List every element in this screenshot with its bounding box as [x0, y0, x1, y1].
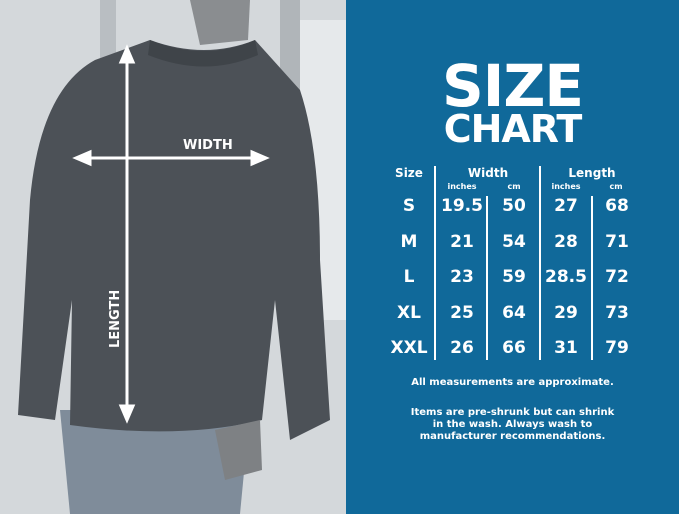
measurement-cell: 26 — [450, 338, 474, 358]
unit-label: cm — [507, 182, 521, 191]
title-chart: CHART — [443, 107, 583, 151]
measurement-cell: 29 — [554, 302, 578, 323]
measurement-cell: 23 — [450, 267, 474, 287]
length-header: Length — [568, 166, 616, 180]
divider — [486, 196, 488, 360]
size-cell: L — [403, 267, 415, 287]
unit-label: cm — [609, 182, 623, 191]
unit-label: inches — [551, 182, 581, 191]
measurement-cell: 28 — [554, 231, 578, 252]
model-photo: WIDTH LENGTH — [0, 0, 346, 514]
divider — [434, 166, 436, 360]
size-cell: M — [400, 231, 418, 252]
measurement-cell: 31 — [554, 338, 578, 358]
sweatshirt-illustration — [0, 0, 346, 514]
measurement-arrows — [72, 44, 270, 424]
measurement-cell: 21 — [450, 231, 474, 252]
size-cell: XXL — [390, 338, 428, 358]
size-cell: XL — [397, 302, 421, 323]
approx-note: All measurements are approximate. — [411, 377, 614, 388]
measurement-cell: 64 — [502, 302, 526, 323]
length-label: LENGTH — [108, 289, 123, 348]
divider — [539, 166, 541, 360]
measurement-cell: 59 — [502, 267, 526, 287]
measurement-cell: 68 — [605, 196, 629, 216]
measurement-cell: 71 — [605, 231, 629, 252]
divider — [591, 196, 593, 360]
size-chart-panel: SIZE CHART Size Width Length inches cm i… — [346, 0, 679, 514]
unit-label: inches — [447, 182, 477, 191]
measurement-cell: 50 — [502, 196, 526, 216]
measurement-cell: 79 — [605, 338, 629, 358]
measurement-cell: 66 — [502, 338, 526, 358]
measurement-cell: 72 — [605, 267, 629, 287]
width-header: Width — [467, 166, 509, 180]
measurement-cell: 19.5 — [441, 196, 483, 216]
measurement-cell: 25 — [450, 302, 474, 323]
width-label: WIDTH — [183, 138, 233, 153]
size-header: Size — [395, 166, 423, 180]
shrink-note: Items are pre-shrunk but can shrink in t… — [410, 407, 615, 442]
size-cell: S — [402, 196, 416, 216]
measurement-cell: 28.5 — [545, 267, 587, 287]
measurement-cell: 54 — [502, 231, 526, 252]
measurement-cell: 27 — [554, 196, 578, 216]
title-size: SIZE — [441, 52, 584, 120]
measurement-cell: 73 — [605, 302, 629, 323]
